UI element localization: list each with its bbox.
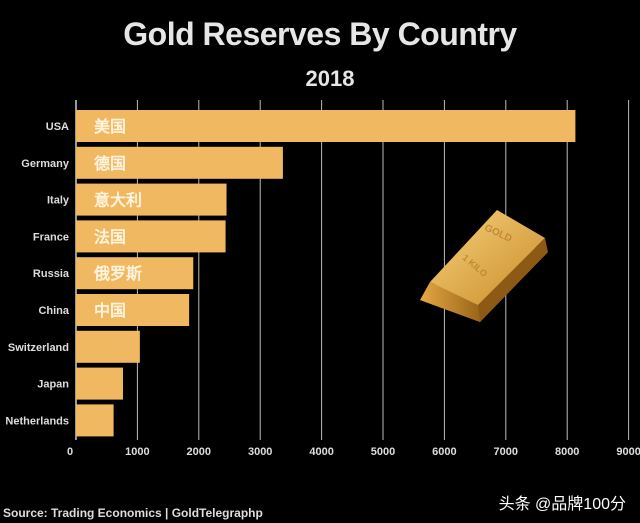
gold-bar-icon: GOLD 1 KILO [420, 210, 548, 322]
x-tick-label: 6000 [432, 446, 456, 458]
x-tick-label: 5000 [371, 446, 395, 458]
bar-annotation: 俄罗斯 [93, 264, 142, 283]
x-tick-label: 8000 [555, 446, 579, 458]
bar-netherlands [76, 404, 114, 437]
x-tick-label: 9000 [616, 446, 640, 458]
category-label: China [38, 305, 69, 317]
bar-annotation: 美国 [94, 117, 126, 136]
bar-switzerland [76, 330, 140, 363]
bar-annotation: 意大利 [94, 191, 142, 210]
bar-annotation: 中国 [94, 301, 126, 320]
x-tick-label: 4000 [309, 446, 333, 458]
bar-usa [76, 110, 576, 142]
bar-annotation: 德国 [94, 154, 126, 173]
source-note: Source: Trading Economics | GoldTelegrap… [3, 506, 263, 520]
category-label: Germany [21, 158, 70, 170]
category-label: Japan [37, 379, 69, 391]
bar-china [76, 294, 190, 326]
bar-italy [76, 183, 227, 216]
watermark: 头条 @品牌100分 [498, 496, 626, 513]
x-tick-label: 0 [67, 446, 73, 458]
category-label: USA [46, 121, 69, 133]
category-label: Italy [47, 195, 70, 207]
chart-title: Gold Reserves By Country [123, 16, 517, 52]
chart-subtitle: 2018 [305, 66, 355, 91]
x-tick-label: 1000 [125, 446, 149, 458]
bar-annotation: 法国 [94, 227, 126, 246]
x-tick-label: 3000 [248, 446, 272, 458]
bar-japan [76, 367, 123, 400]
category-label: Russia [33, 268, 70, 280]
category-label: Switzerland [8, 342, 69, 354]
category-label: Netherlands [5, 415, 69, 427]
bar-russia [76, 257, 194, 290]
category-label: France [33, 231, 69, 243]
x-tick-label: 2000 [187, 446, 211, 458]
bar-france [76, 220, 226, 253]
x-tick-label: 7000 [494, 446, 518, 458]
bar-germany [76, 146, 283, 179]
